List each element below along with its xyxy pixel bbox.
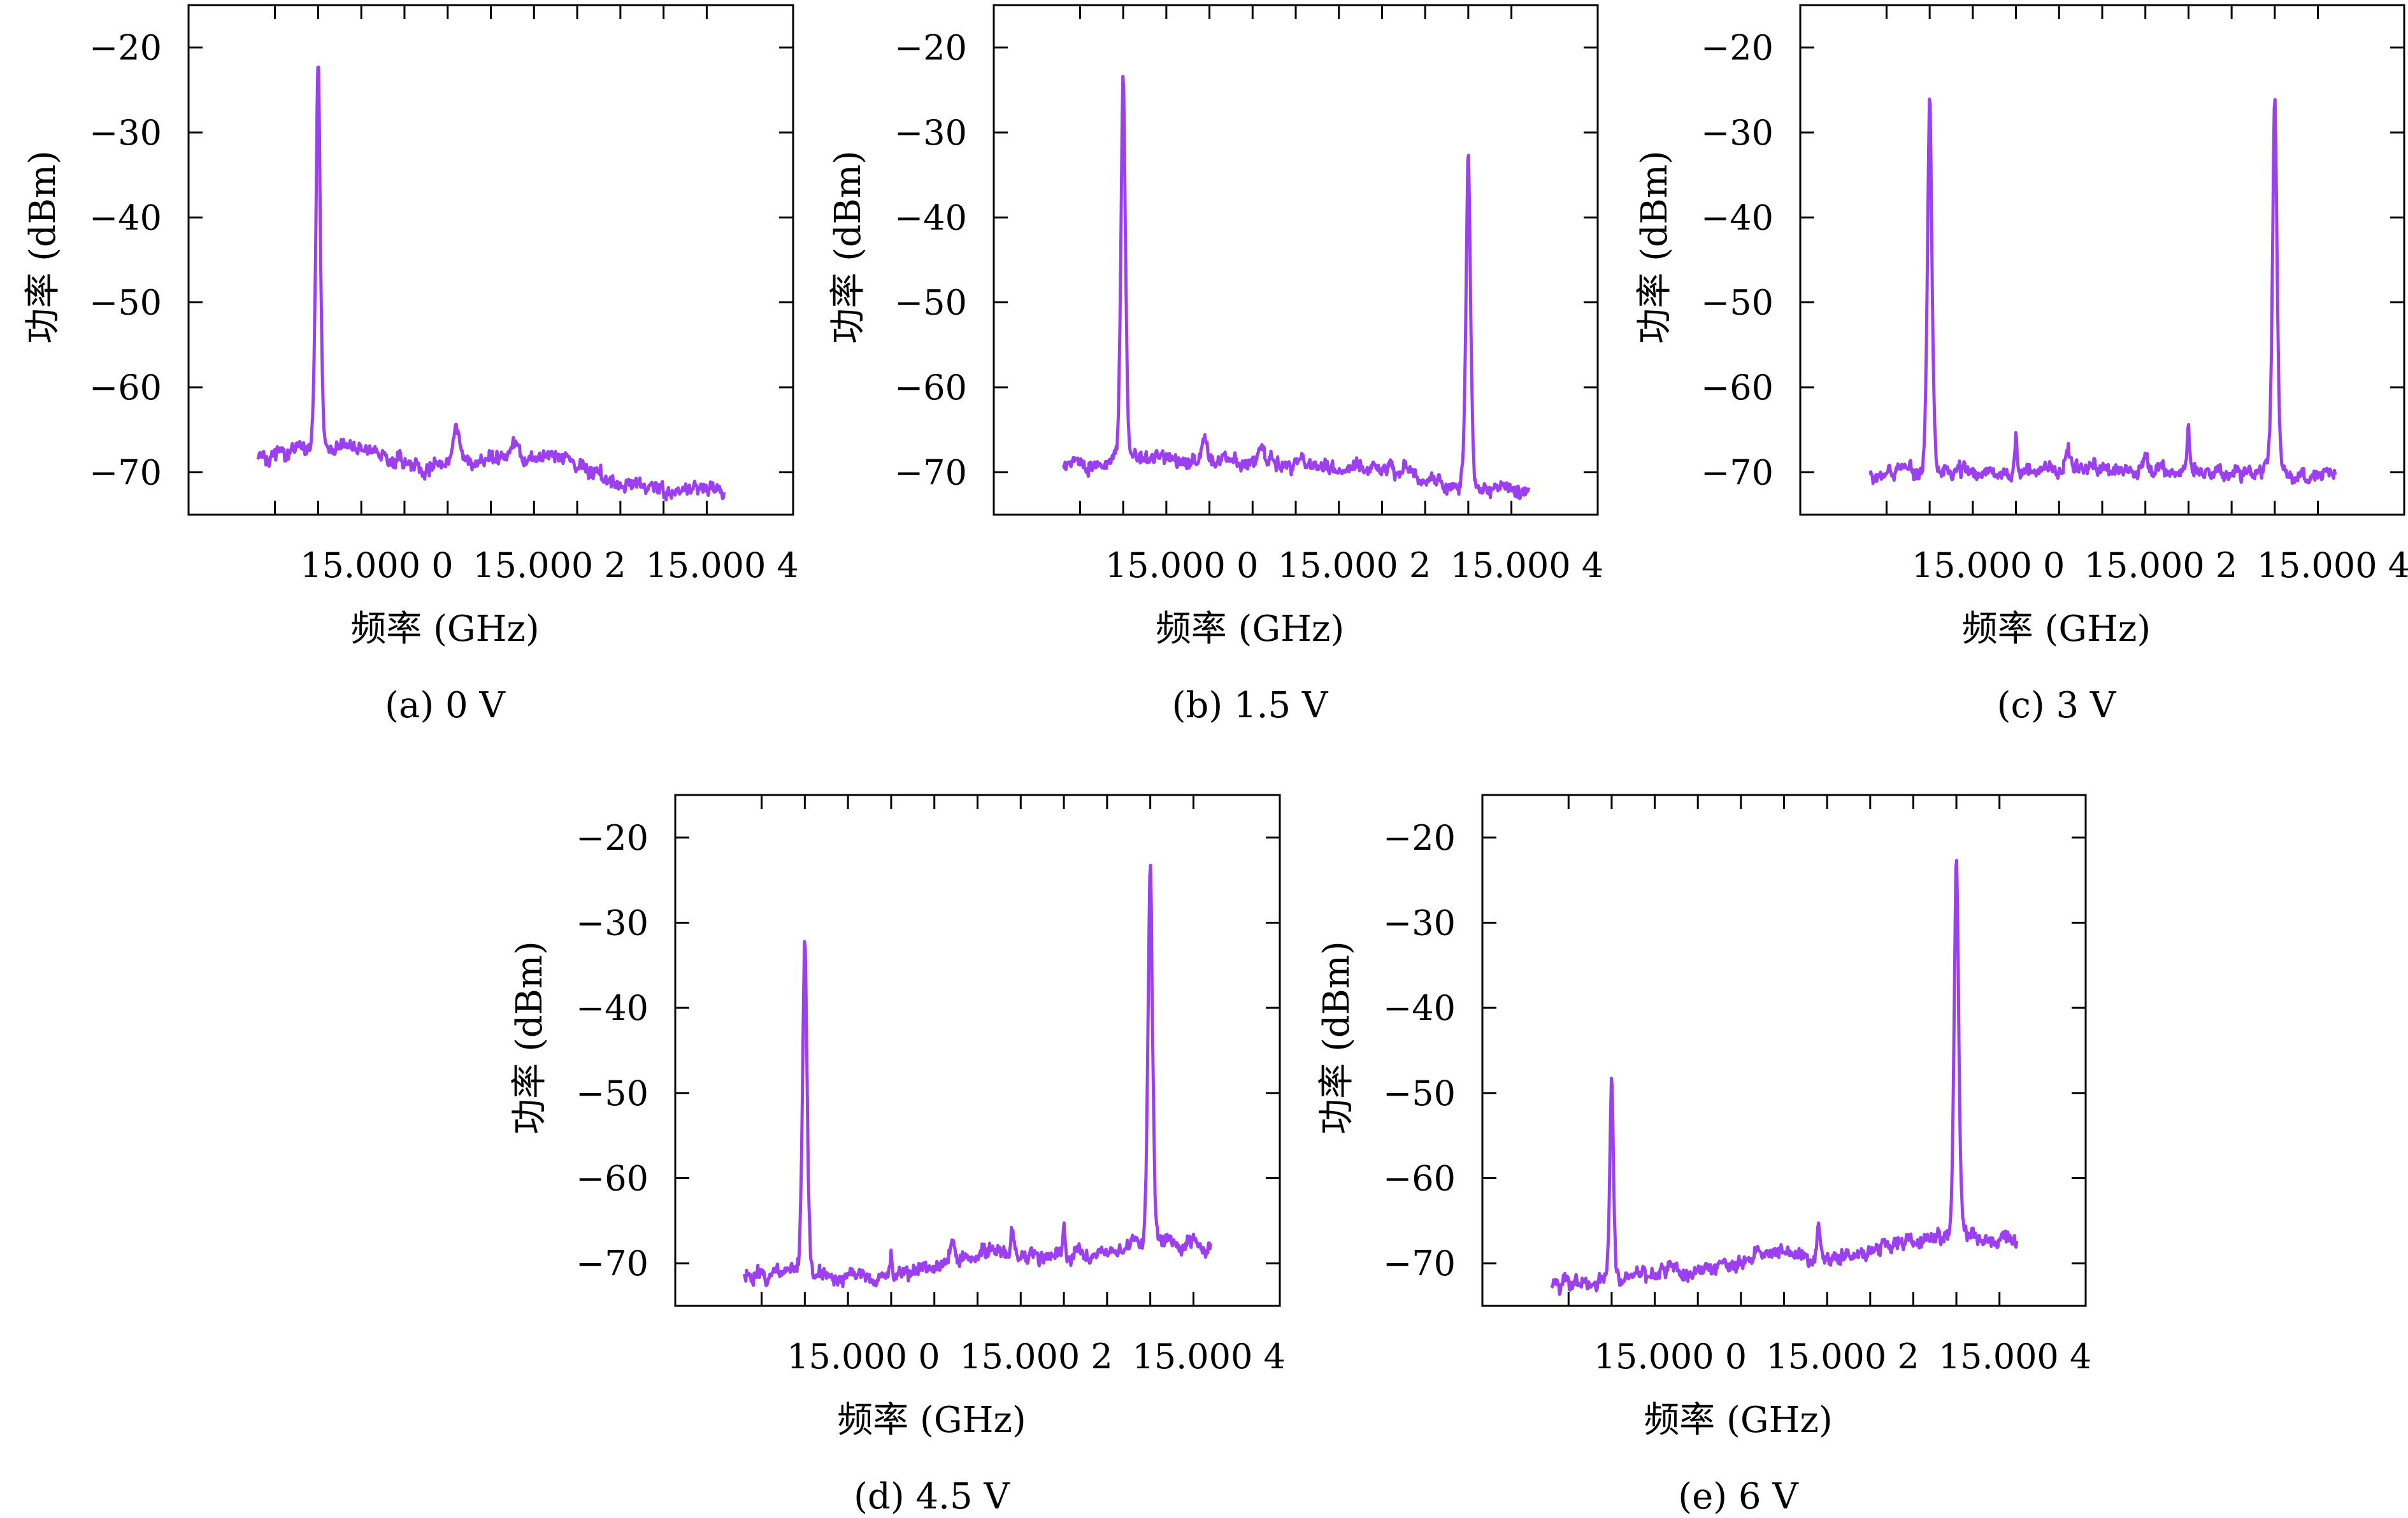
chart-panel: −70 −60 −50 −40 −30 −20 15.000 0 15.000 2 15.000… bbox=[1634, 4, 2408, 726]
x-axis-label: 频率 (GHz) bbox=[1962, 608, 2151, 650]
panel-caption: (b) 1.5 V bbox=[1172, 685, 1329, 726]
chart-panel: −70 −60 −50 −40 −30 −20 15.000 0 15.000 2 15.000… bbox=[509, 794, 1286, 1517]
panel-caption: (d) 4.5 V bbox=[854, 1476, 1010, 1517]
spectrum-line bbox=[1061, 75, 1531, 501]
y-tick-label: −60 bbox=[576, 1159, 649, 1199]
x-tick-label: 15.000 4 bbox=[645, 545, 798, 585]
y-tick-label: −20 bbox=[1701, 28, 1774, 68]
plot-frame bbox=[1481, 794, 2087, 1307]
y-tick-label: −70 bbox=[1701, 452, 1774, 492]
y-tick-label: −20 bbox=[1383, 818, 1456, 858]
x-tick-label: 15.000 4 bbox=[2257, 545, 2408, 585]
panel-caption: (e) 6 V bbox=[1678, 1476, 1799, 1517]
panel-caption: (a) 0 V bbox=[385, 685, 506, 726]
x-tick-label: 15.000 4 bbox=[1939, 1336, 2091, 1377]
y-tick-label: −50 bbox=[1383, 1073, 1456, 1113]
plot-frame bbox=[1799, 4, 2405, 516]
y-tick-label: −40 bbox=[89, 197, 162, 238]
y-tick-label: −50 bbox=[576, 1073, 649, 1113]
y-tick-label: −30 bbox=[1701, 113, 1774, 153]
y-tick-label: −20 bbox=[89, 28, 162, 68]
spectrum-line bbox=[256, 65, 726, 502]
x-tick-label: 15.000 2 bbox=[2084, 545, 2237, 585]
plot-frame bbox=[993, 4, 1599, 516]
y-tick-label: −40 bbox=[1701, 197, 1774, 238]
y-tick-label: −40 bbox=[894, 197, 967, 238]
y-tick-label: −60 bbox=[89, 368, 162, 408]
y-tick-label: −60 bbox=[894, 368, 967, 408]
y-axis-label: 功率 (dBm) bbox=[1634, 150, 1675, 344]
x-tick-label: 15.000 2 bbox=[473, 545, 626, 585]
y-tick-label: −20 bbox=[576, 818, 649, 858]
y-tick-label: −30 bbox=[89, 113, 162, 153]
plot-frame bbox=[187, 4, 794, 516]
panel-caption: (c) 3 V bbox=[1997, 685, 2117, 726]
y-tick-label: −70 bbox=[576, 1243, 649, 1284]
x-tick-label: 15.000 0 bbox=[787, 1336, 940, 1377]
x-tick-label: 15.000 4 bbox=[1132, 1336, 1285, 1377]
spectrum-line bbox=[743, 863, 1212, 1289]
y-tick-label: −30 bbox=[576, 903, 649, 943]
x-tick-label: 15.000 0 bbox=[1105, 545, 1258, 585]
y-axis-label: 功率 (dBm) bbox=[1316, 941, 1358, 1135]
x-tick-label: 15.000 2 bbox=[959, 1336, 1112, 1377]
spectrum-line bbox=[1550, 859, 2019, 1296]
y-tick-label: −20 bbox=[894, 28, 967, 68]
y-axis-label: 功率 (dBm) bbox=[22, 150, 64, 344]
y-axis-label: 功率 (dBm) bbox=[509, 941, 550, 1135]
x-axis-label: 频率 (GHz) bbox=[1156, 608, 1345, 650]
y-tick-label: −50 bbox=[1701, 283, 1774, 323]
x-axis-label: 频率 (GHz) bbox=[350, 608, 540, 650]
y-tick-label: −40 bbox=[576, 988, 649, 1028]
x-tick-label: 15.000 0 bbox=[1594, 1336, 1747, 1377]
y-tick-label: −50 bbox=[89, 283, 162, 323]
x-axis-label: 频率 (GHz) bbox=[837, 1400, 1026, 1441]
x-tick-label: 15.000 4 bbox=[1451, 545, 1603, 585]
y-tick-label: −70 bbox=[1383, 1243, 1456, 1284]
plot-frame bbox=[674, 794, 1281, 1307]
x-tick-label: 15.000 2 bbox=[1278, 545, 1431, 585]
y-tick-label: −30 bbox=[894, 113, 967, 153]
y-tick-label: −50 bbox=[894, 283, 967, 323]
x-tick-label: 15.000 0 bbox=[1912, 545, 2065, 585]
x-axis-label: 频率 (GHz) bbox=[1644, 1400, 1833, 1441]
y-tick-label: −70 bbox=[89, 452, 162, 492]
y-axis-label: 功率 (dBm) bbox=[828, 150, 869, 344]
y-tick-label: −40 bbox=[1383, 988, 1456, 1028]
chart-panel: −70 −60 −50 −40 −30 −20 15.000 0 15.000 2 15.000… bbox=[22, 4, 799, 726]
y-tick-label: −60 bbox=[1383, 1159, 1456, 1199]
x-tick-label: 15.000 2 bbox=[1766, 1336, 1919, 1377]
y-tick-label: −60 bbox=[1701, 368, 1774, 408]
chart-panel: −70 −60 −50 −40 −30 −20 15.000 0 15.000 2 15.000… bbox=[828, 4, 1603, 726]
y-tick-label: −30 bbox=[1383, 903, 1456, 943]
spectrum-line bbox=[1868, 97, 2337, 485]
x-tick-label: 15.000 0 bbox=[300, 545, 453, 585]
y-tick-label: −70 bbox=[894, 452, 967, 492]
chart-panel: −70 −60 −50 −40 −30 −20 15.000 0 15.000 2 15.000… bbox=[1316, 794, 2091, 1517]
